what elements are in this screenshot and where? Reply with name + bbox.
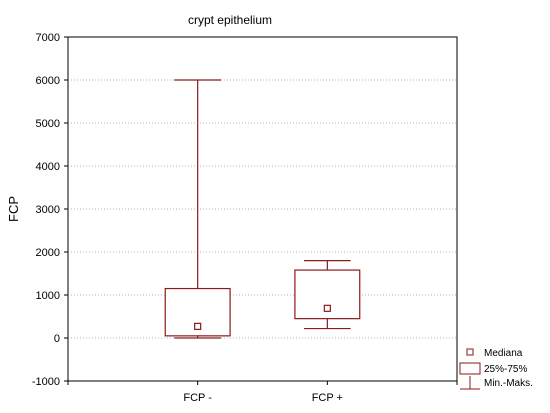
median-marker [323,304,331,312]
legend-box-label: 25%-75% [484,364,527,375]
y-tick-label: 7000 [36,32,60,44]
legend-median-label: Mediana [484,348,523,359]
y-tick-label: 4000 [36,161,60,173]
y-tick-label: 0 [54,333,60,345]
chart-title: crypt epithelium [188,13,272,27]
legend-whisker-marker [460,376,480,390]
legend-whisker-label: Min.-Maks. [484,378,533,389]
x-axis-ticks: FCP - FCP + [67,381,458,404]
y-tick-label: 5000 [36,118,60,130]
legend: Mediana 25%-75% Min.-Maks. [459,348,533,390]
y-axis-title: FCP [6,196,21,222]
x-tick-label: FCP + [312,392,343,404]
y-axis-ticks: 7000 6000 5000 4000 3000 2000 1000 0 -1000 [32,32,68,388]
legend-median-marker [466,348,474,356]
y-tick-label: 1000 [36,290,60,302]
y-tick-label: 3000 [36,204,60,216]
box-group [164,79,231,339]
x-tick-label: FCP - [183,392,212,404]
y-tick-label: 2000 [36,247,60,259]
box-series [164,79,361,339]
y-tick-label: 6000 [36,75,60,87]
y-tick-label: -1000 [32,376,60,388]
box-group [294,260,361,330]
gridlines [68,79,457,339]
median-marker [194,322,202,330]
legend-box-marker [459,362,481,375]
